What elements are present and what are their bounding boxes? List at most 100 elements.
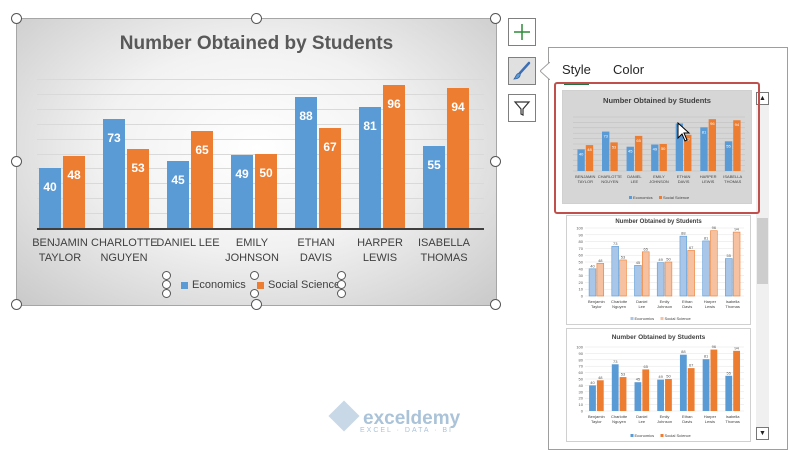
thumb-y-tick: 10 (579, 402, 584, 407)
scroll-down-button[interactable]: ▼ (756, 427, 769, 440)
thumb-bar-social-science (732, 231, 741, 297)
chart-elements-button[interactable] (508, 18, 536, 46)
thumb-y-tick: 70 (579, 364, 584, 369)
legend-item-economics: Economics (181, 279, 246, 291)
watermark-icon (328, 400, 360, 432)
chart-resize-handle[interactable] (250, 299, 262, 310)
tab-color[interactable]: Color (613, 62, 645, 77)
bar-social-science[interactable] (255, 153, 277, 228)
legend-resize-handle[interactable] (249, 289, 259, 298)
thumb-category-label: Johnson (657, 304, 672, 309)
chart-title[interactable]: Number Obtained by Students (119, 33, 394, 54)
thumb-data-label: 53 (621, 254, 626, 259)
chart-style-panel: Style Color ▲ ▼ Number Obtained by Stude… (540, 47, 788, 450)
legend-resize-handle[interactable] (249, 271, 259, 280)
category-label: DANIEL LEE (156, 237, 220, 249)
thumb-data-label: 40 (590, 263, 595, 268)
chart-resize-handle[interactable] (11, 156, 22, 167)
data-label: 40 (43, 180, 57, 195)
thumb-data-label: 40 (579, 151, 584, 156)
bar-economics[interactable] (359, 107, 381, 228)
thumb-category-label: Isabella (726, 414, 741, 419)
panel-pointer (540, 62, 550, 80)
thumb-legend-swatch-social-science (659, 196, 662, 199)
thumb-bar-economics (634, 265, 642, 297)
bar-social-science[interactable] (191, 131, 213, 228)
legend-resize-handle[interactable] (162, 271, 171, 280)
data-label: 88 (299, 108, 313, 123)
thumb-data-label: 81 (704, 235, 709, 240)
tab-style[interactable]: Style (562, 62, 591, 77)
thumb-y-tick: 0 (581, 294, 584, 299)
chart-resize-handle[interactable] (490, 156, 501, 167)
bar-social-science[interactable] (63, 156, 85, 228)
thumb-y-tick: 30 (579, 273, 584, 278)
bar-economics[interactable] (423, 146, 445, 228)
thumb-legend-swatch-economics (629, 196, 632, 199)
thumb-bar-economics (634, 382, 642, 411)
chart-resize-handle[interactable] (250, 13, 262, 24)
filter-icon (513, 101, 531, 116)
bar-social-science[interactable] (383, 84, 405, 228)
chart-area[interactable]: Number Obtained by Students Economics So… (16, 18, 497, 306)
watermark-subtitle: EXCEL · DATA · BI (360, 427, 453, 434)
bar-economics[interactable] (103, 119, 125, 228)
thumb-bar-social-science (733, 120, 741, 171)
thumb-y-tick: 60 (579, 370, 584, 375)
thumb-data-label: 45 (636, 260, 641, 265)
thumb-data-label: 96 (712, 225, 717, 230)
chart-styles-button[interactable] (508, 57, 536, 85)
thumb-y-tick: 0 (581, 409, 584, 414)
bar-economics[interactable] (167, 160, 189, 228)
chart-legend[interactable]: Economics Social Science (167, 276, 342, 294)
thumb-category-label: Emily (660, 414, 670, 419)
thumb-category-label: HARPER (700, 174, 717, 179)
data-label: 53 (131, 161, 145, 176)
bar-social-science[interactable] (127, 149, 149, 228)
style-thumb-1[interactable]: Number Obtained by Students 40 48 BENJAMIN T… (562, 90, 752, 204)
thumb-bar-social-science (619, 377, 627, 411)
bar-economics[interactable] (39, 168, 61, 228)
thumb-category-label: Emily (660, 299, 670, 304)
style-thumb-3[interactable]: Number Obtained by Students 0 10 20 30 40 50 60… (566, 328, 751, 442)
thumb-bar-economics (588, 268, 597, 297)
chart-filters-button[interactable] (508, 94, 536, 122)
thumb-bar-social-science (610, 142, 618, 171)
bar-economics[interactable] (295, 96, 317, 228)
thumb-bar-social-science (585, 145, 594, 171)
category-label: BENJAMIN TAYLOR (32, 237, 88, 264)
chart-resize-handle[interactable] (490, 299, 501, 310)
legend-resize-handle[interactable] (337, 271, 346, 280)
thumb-bar-economics (611, 246, 619, 297)
thumb-bar-social-science (665, 379, 672, 411)
thumb-category-label: Charlotte (611, 414, 628, 419)
data-label: 65 (195, 143, 209, 158)
style-thumb-2[interactable]: Number Obtained by Students 0 10 20 30 40 50 60… (566, 215, 751, 325)
chart-resize-handle[interactable] (490, 13, 501, 24)
bar-economics[interactable] (231, 154, 253, 228)
legend-resize-handle[interactable] (162, 289, 171, 298)
thumb-data-label: 53 (621, 372, 626, 377)
thumb-title: Number Obtained by Students (612, 334, 706, 341)
thumb-data-label: 65 (644, 246, 649, 251)
thumb-category-label: Harper (704, 299, 717, 304)
legend-resize-handle[interactable] (337, 280, 346, 289)
thumb-category-label: Daniel (636, 414, 647, 419)
category-label: EMILY JOHNSON (225, 237, 279, 264)
thumb-y-tick: 70 (579, 246, 584, 251)
thumb-category-label: Benjamin (588, 299, 605, 304)
thumb-category-label: Thomas (725, 419, 739, 424)
bar-social-science[interactable] (319, 128, 341, 228)
legend-resize-handle[interactable] (337, 289, 346, 298)
scroll-thumb[interactable] (757, 218, 768, 284)
chart-resize-handle[interactable] (11, 299, 22, 310)
thumb-data-label: 40 (590, 380, 595, 385)
chart-resize-handle[interactable] (11, 13, 22, 24)
thumb-category-label: ETHAN (677, 174, 691, 179)
legend-resize-handle[interactable] (162, 280, 171, 289)
thumb-data-label: 94 (734, 345, 739, 350)
thumb-category-label: CHARLOTTE (598, 174, 623, 179)
thumb-category-label: LEE (631, 179, 639, 184)
thumb-data-label: 67 (686, 137, 691, 142)
bar-social-science[interactable] (447, 87, 469, 228)
